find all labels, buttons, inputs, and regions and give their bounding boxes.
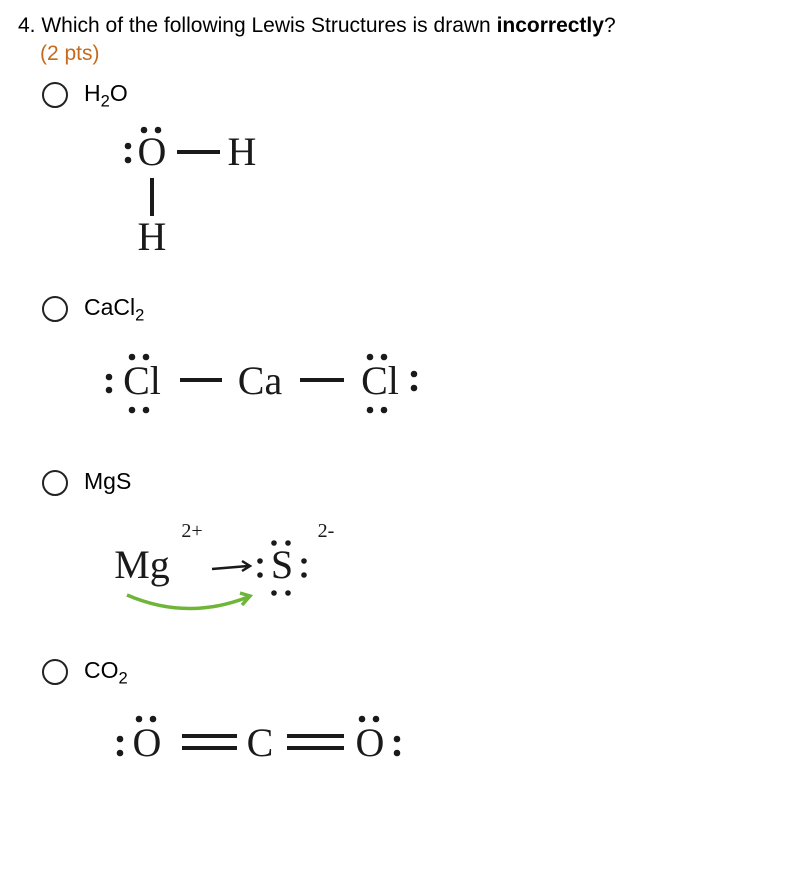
question-text: 4. Which of the following Lewis Structur… (18, 12, 782, 40)
formula-h2o: H2O (84, 80, 782, 112)
radio-icon[interactable] (42, 470, 68, 496)
radio-icon[interactable] (42, 659, 68, 685)
option-mgs[interactable]: MgS Mg 2+ S (42, 468, 782, 647)
svg-text:Cl: Cl (361, 358, 399, 403)
question-after: ? (604, 14, 616, 37)
svg-text:H: H (228, 129, 257, 174)
radio-icon[interactable] (42, 82, 68, 108)
formula-co2: CO2 (84, 657, 782, 689)
svg-text:C: C (247, 720, 274, 765)
svg-text:Ca: Ca (238, 358, 283, 403)
question-points: (2 pts) (40, 42, 782, 66)
formula-cacl2: CaCl2 (84, 294, 782, 326)
option-co2[interactable]: CO2 O C O (42, 657, 782, 801)
svg-text:O: O (356, 720, 385, 765)
option-h2o[interactable]: H2O O H H (42, 80, 782, 284)
svg-text:O: O (133, 720, 162, 765)
question-before: Which of the following Lewis Structures … (41, 14, 496, 37)
svg-text:S: S (271, 542, 293, 587)
svg-text:H: H (138, 214, 167, 259)
question-bold: incorrectly (497, 14, 604, 37)
lewis-h2o: O H H (92, 116, 782, 266)
lewis-co2: O C O (92, 692, 782, 782)
svg-text:O: O (138, 129, 167, 174)
svg-text:2+: 2+ (181, 520, 202, 542)
question-number: 4. (18, 14, 36, 37)
lewis-mgs: Mg 2+ S 2- (92, 499, 782, 629)
formula-mgs: MgS (84, 468, 782, 495)
svg-text:2-: 2- (318, 520, 335, 542)
svg-text:Cl: Cl (123, 358, 161, 403)
lewis-cacl2: Cl Ca Cl (92, 330, 782, 440)
svg-text:Mg: Mg (114, 542, 170, 587)
radio-icon[interactable] (42, 296, 68, 322)
option-cacl2[interactable]: CaCl2 Cl Ca Cl (42, 294, 782, 458)
